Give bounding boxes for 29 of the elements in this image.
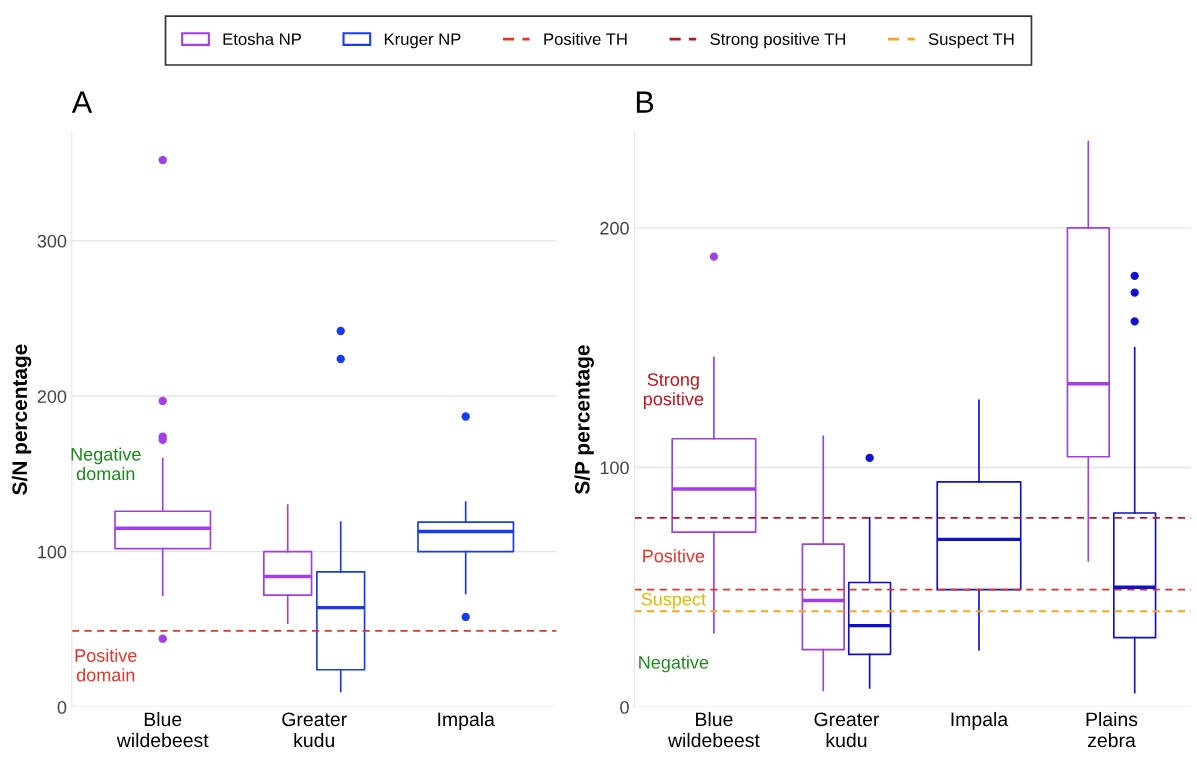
x-tick-label: Impala: [951, 711, 1009, 731]
x-tick-label: Impala: [438, 711, 495, 731]
y-tick-label: 100: [600, 461, 629, 475]
chart-title: A: [71, 91, 93, 113]
y-tick-label: 200: [37, 390, 67, 403]
annotation: Suspect: [641, 592, 706, 610]
annotation: Positive: [643, 549, 705, 563]
legend-label: Strong positive TH: [710, 32, 846, 49]
legend-label: Positive TH: [544, 32, 627, 46]
x-tick-label: Plains zebra: [1086, 711, 1138, 748]
x-tick-label: Blue wildebeest: [116, 711, 209, 748]
x-tick-label: Greater kudu: [282, 712, 347, 748]
legend-label: Kruger NP: [384, 33, 461, 49]
annotation: Negative: [639, 655, 709, 673]
y-axis-title: S/N percentage: [11, 344, 32, 495]
y-tick-label: 0: [620, 701, 629, 714]
y-axis-title: S/P percentage: [574, 345, 594, 495]
y-tick-label: 300: [37, 234, 67, 248]
x-tick-label: Greater kudu: [814, 712, 880, 748]
annotation: Positive domain: [75, 648, 137, 682]
legend-label: Etosha NP: [223, 32, 301, 46]
y-tick-label: 200: [600, 221, 629, 235]
annotation: Negative domain: [71, 447, 141, 481]
x-tick-label: Blue wildebeest: [667, 711, 760, 748]
y-tick-label: 0: [57, 701, 67, 714]
chart-title: B: [636, 91, 654, 113]
annotation: Strong positive: [643, 373, 704, 409]
legend-label: Suspect TH: [928, 33, 1014, 49]
y-tick-label: 100: [38, 545, 67, 559]
